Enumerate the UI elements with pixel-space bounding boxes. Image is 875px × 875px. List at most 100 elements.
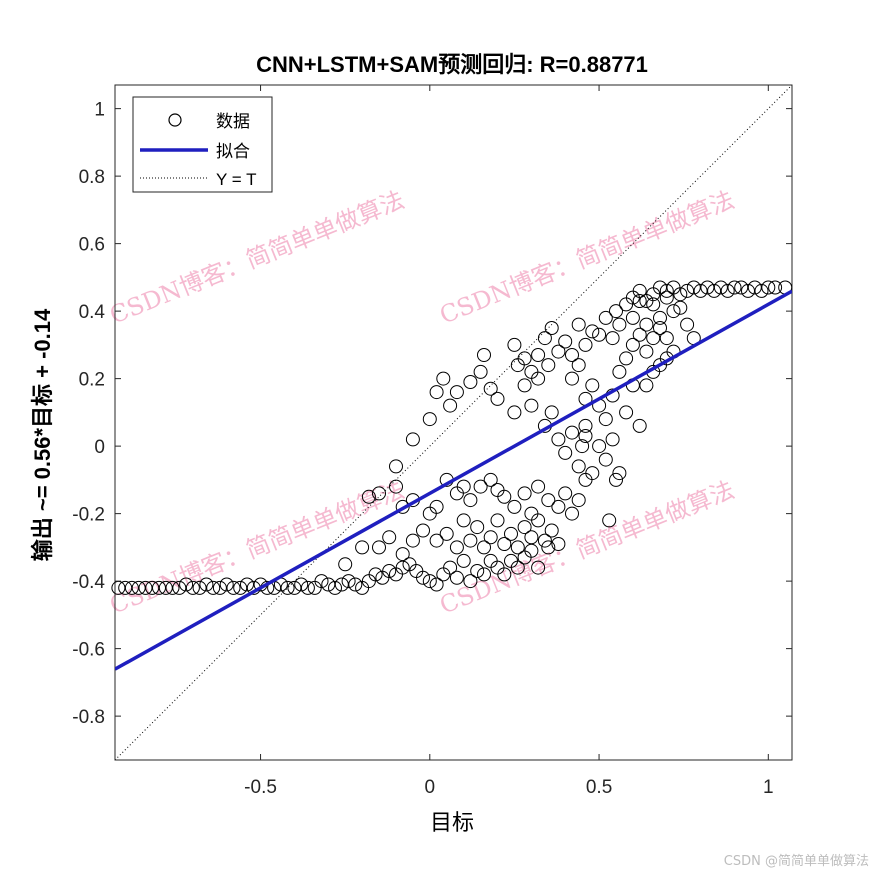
axes-frame [114,84,793,761]
data-point [504,526,518,541]
data-point [686,280,701,295]
data-point [185,580,200,595]
legend-data-label: 数据 [216,112,250,132]
data-point [507,405,522,420]
y-tick-label: 1 [94,100,105,121]
data-point [179,577,194,592]
legend-data-marker [168,113,182,127]
data-point [524,506,539,521]
data-point [300,580,315,595]
data-point [382,530,397,545]
y-tick-label: -0.2 [72,505,105,526]
data-point [680,317,695,332]
data-point [361,574,376,589]
data-point [571,358,586,373]
data-point [713,280,728,295]
y-tick-label: -0.4 [72,572,105,593]
data-point [405,533,420,548]
data-point [477,540,491,555]
watermark-text: CSDN博客：简简单单做算法 [106,186,409,330]
x-axis-label: 目标 [430,811,474,836]
x-tick-label: 0 [425,777,436,798]
data-point [328,580,342,595]
data-point [639,317,654,332]
data-point [294,577,309,592]
data-point [165,580,180,595]
data-point [443,398,458,413]
data-point [646,297,661,312]
data-point [463,533,478,548]
data-point [389,479,403,494]
data-point [673,300,688,315]
data-point [619,405,634,420]
data-point [449,486,464,501]
y-tick-label: 0.6 [79,235,105,256]
data-point [206,580,221,595]
data-point [659,290,674,305]
data-point [646,287,661,302]
data-point [659,331,674,346]
footer-credit: 掘金技术社区 @ 简简单单做算法 [558,828,851,852]
data-point [612,364,627,379]
data-point [416,570,430,585]
data-point [510,358,525,373]
data-point [551,537,566,551]
data-point [517,378,532,393]
data-point [558,334,573,349]
data-point [625,337,640,352]
legend-fit-label: 拟合 [216,142,250,162]
data-point [768,280,783,295]
data-point [544,321,559,335]
data-point [612,466,627,481]
data-point [429,385,444,400]
data-point [233,580,248,595]
data-point [470,520,485,535]
data-point [531,371,546,386]
data-point [558,445,573,460]
data-point [558,486,573,501]
data-point [537,331,552,346]
data-point [226,580,241,595]
y-tick-label: -0.6 [72,640,105,661]
data-point [483,381,498,396]
data-point [666,304,681,319]
data-point [524,398,539,413]
legend-identity-label: Y = T [216,170,256,189]
data-point [372,540,386,555]
axis-ticks: -0.5 0 0.5 1 -0.8 -0.6 -0.4 -0.2 0 0.2 0.4 0.6 0.8 1 [72,85,792,798]
data-point [720,283,735,298]
data-point [727,280,742,295]
data-point [422,574,437,589]
data-point [619,351,634,366]
data-point [422,412,437,427]
data-point [338,557,353,572]
data-point [632,283,647,298]
data-point [578,418,593,433]
data-point [497,567,512,582]
data-point [192,580,207,595]
data-point [598,412,613,427]
x-tick-label: 1 [763,777,774,798]
plot-area: -0.5 0 0.5 1 -0.8 -0.6 -0.4 -0.2 0 0.2 0.4 0.6 0.8 1 [72,84,793,798]
data-point [598,452,613,467]
data-point [395,499,410,514]
footer-sub-credit: CSDN @简简单单做算法 [723,854,869,869]
data-point [372,486,386,501]
data-point [646,331,661,346]
legend: 数据 拟合 Y = T [132,96,273,193]
data-point [490,513,505,528]
data-point [541,358,556,373]
data-point [473,364,488,379]
data-point [578,337,593,352]
data-point [219,577,234,592]
y-axis-label: 输出 ~= 0.56*目标 + -0.14 [30,308,55,561]
data-point [659,283,674,298]
data-point [544,405,559,420]
chart-title: CNN+LSTM+SAM预测回归: R=0.88771 [256,52,648,77]
data-point [341,574,356,589]
data-point [551,432,566,447]
data-point [754,283,769,298]
data-point [449,570,464,585]
data-point [368,567,383,582]
data-point [598,310,613,325]
